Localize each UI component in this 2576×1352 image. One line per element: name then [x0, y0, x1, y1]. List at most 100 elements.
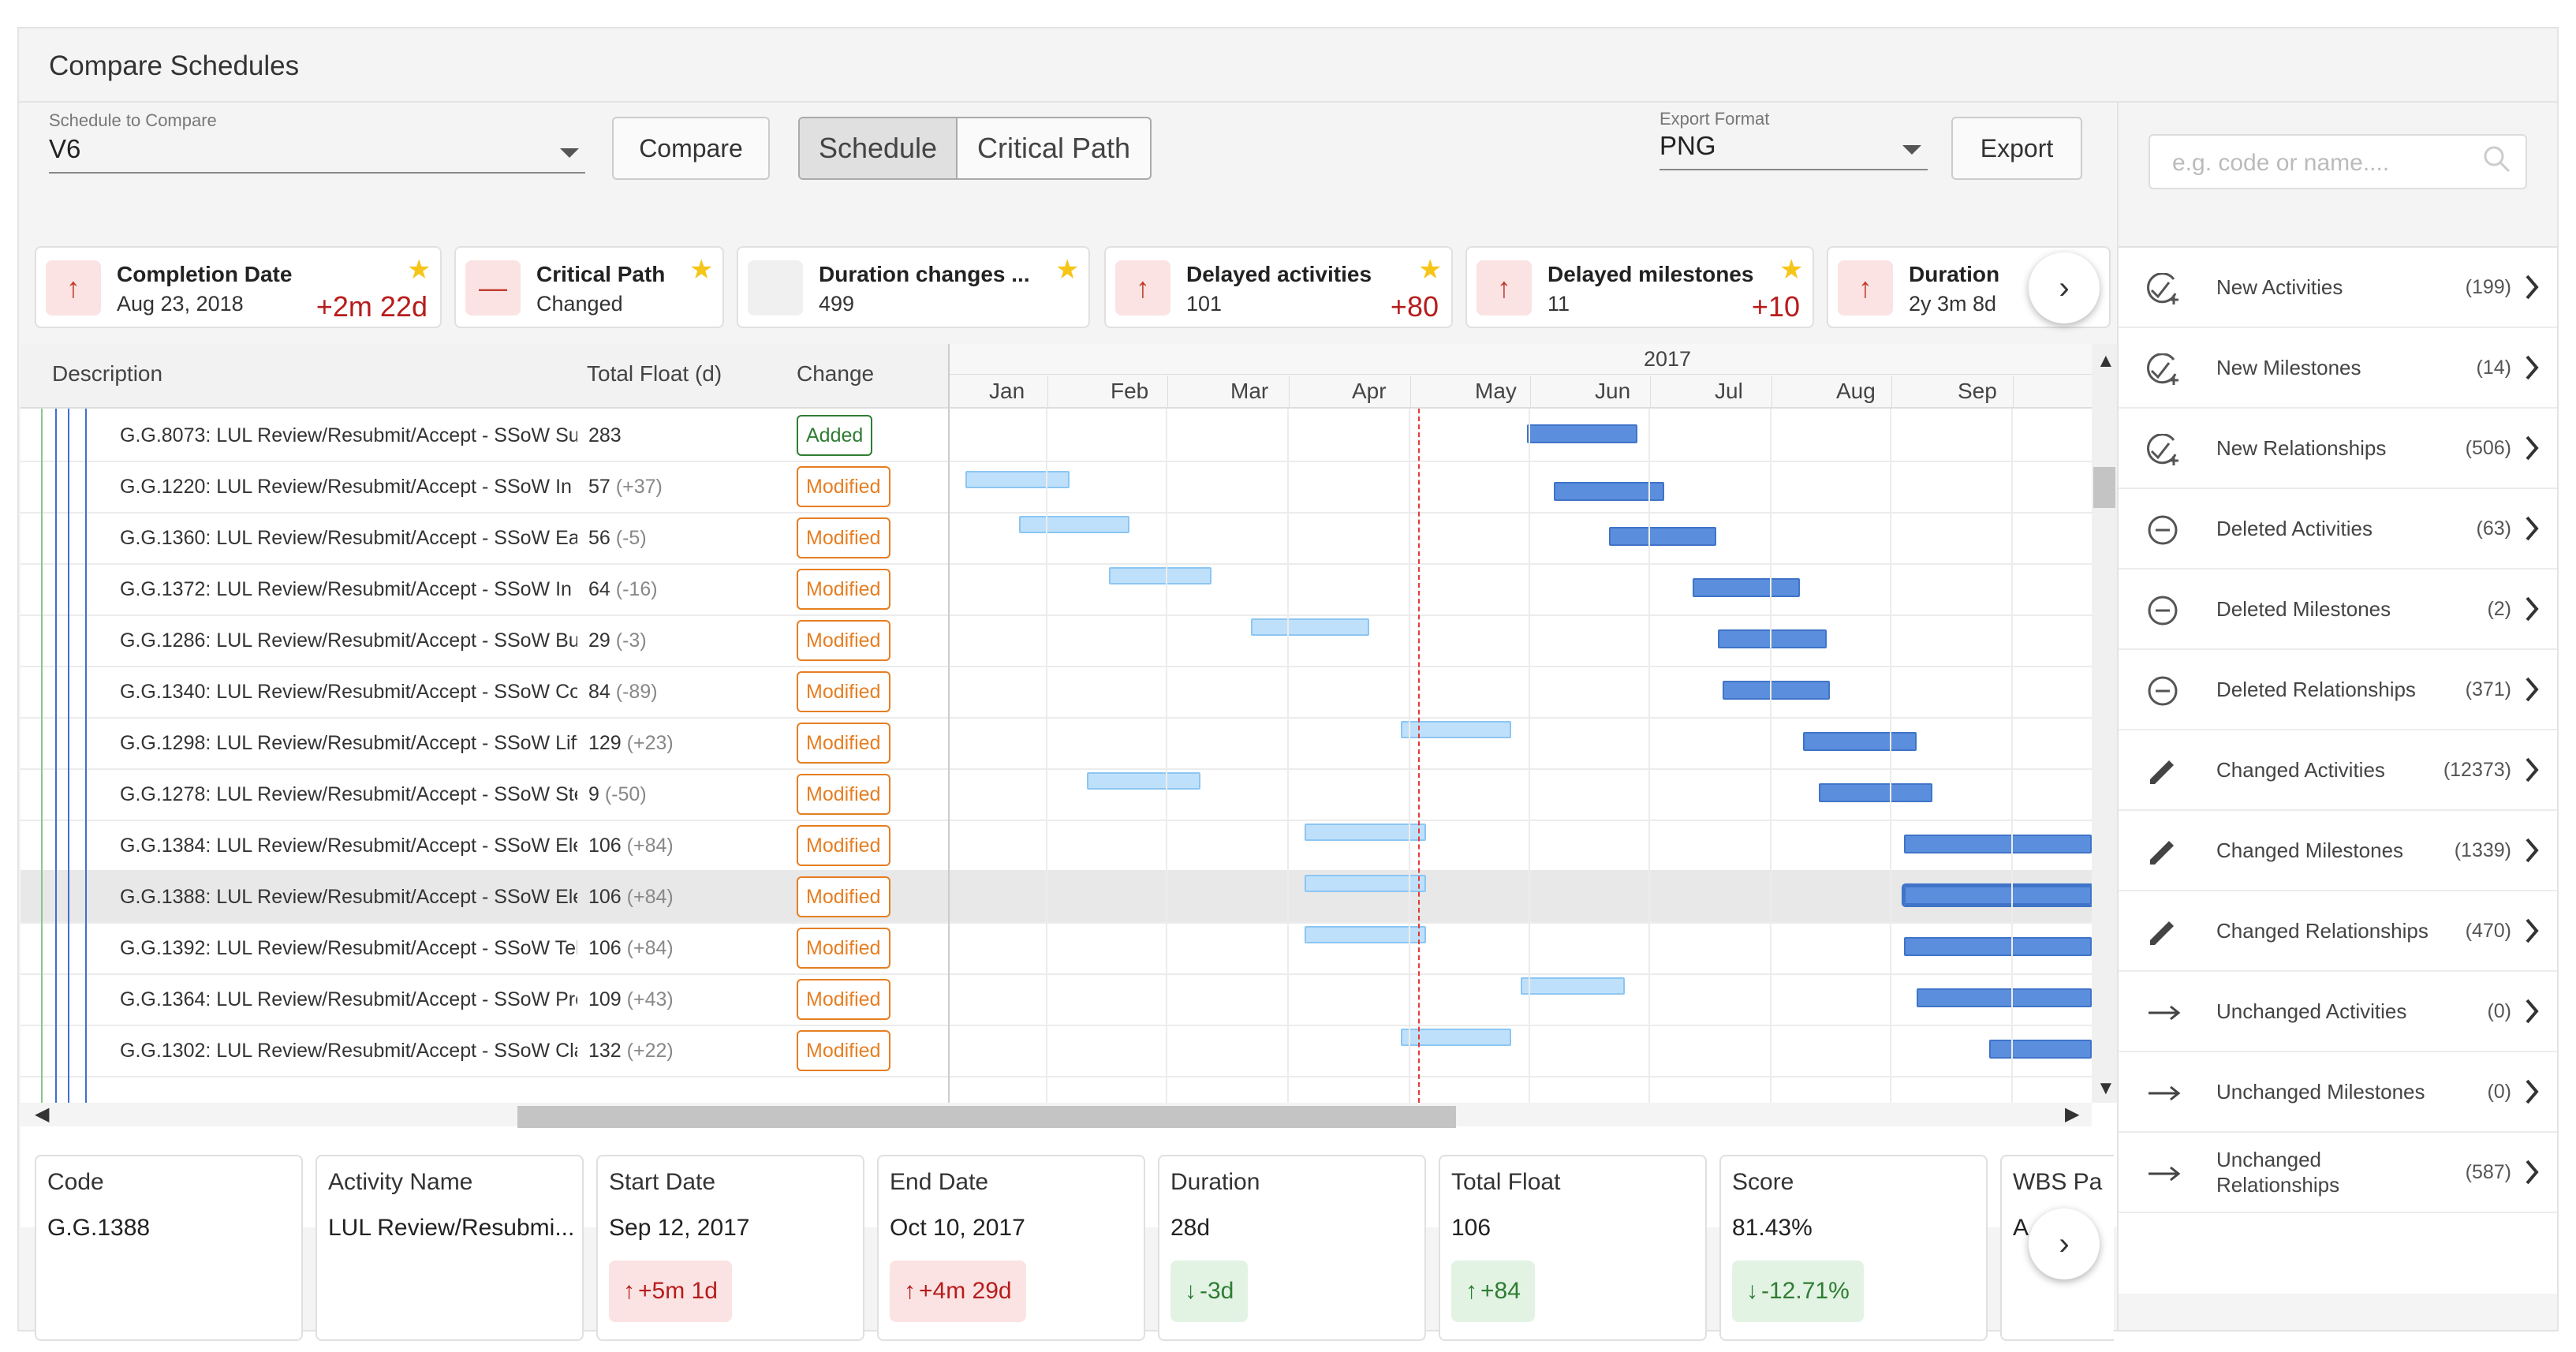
current-bar[interactable] — [1723, 681, 1830, 700]
baseline-bar[interactable] — [1521, 977, 1625, 995]
sidebar-item[interactable]: Deleted Activities (63) — [2119, 489, 2557, 570]
chevron-right-icon[interactable] — [2522, 1156, 2541, 1188]
sidebar-item[interactable]: New Relationships (506) — [2119, 409, 2557, 489]
sidebar-item[interactable]: New Milestones (14) — [2119, 328, 2557, 409]
chevron-right-icon[interactable] — [2522, 593, 2541, 625]
table-row[interactable]: G.G.1364: LUL Review/Resubmit/Accept - S… — [21, 973, 2092, 1026]
kpi-card[interactable]: ↑ Delayed milestones 11 ★ +10 — [1465, 246, 1814, 328]
sidebar-item[interactable]: Deleted Milestones (2) — [2119, 570, 2557, 650]
sidebar-item[interactable]: Changed Milestones (1339) — [2119, 811, 2557, 891]
table-row[interactable]: G.G.1360: LUL Review/Resubmit/Accept - S… — [21, 511, 2092, 565]
float-delta: (+43) — [626, 988, 674, 1010]
sidebar-item[interactable]: Changed Activities (12373) — [2119, 730, 2557, 811]
baseline-bar[interactable] — [1087, 772, 1200, 790]
sidebar-item[interactable]: Changed Relationships (470) — [2119, 891, 2557, 972]
chevron-right-icon[interactable] — [2522, 835, 2541, 866]
current-bar[interactable] — [1527, 424, 1637, 443]
table-row[interactable]: G.G.1302: LUL Review/Resubmit/Accept - S… — [21, 1024, 2092, 1077]
baseline-bar[interactable] — [965, 471, 1070, 488]
vertical-scrollbar[interactable]: ▲ ▼ — [2092, 344, 2117, 1103]
scroll-down-icon[interactable]: ▼ — [2096, 1077, 2115, 1099]
sidebar-item[interactable]: New Activities (199) — [2119, 248, 2557, 328]
search-input[interactable]: e.g. code or name.... — [2149, 134, 2527, 189]
star-icon[interactable]: ★ — [1055, 255, 1080, 285]
chevron-right-icon[interactable] — [2522, 352, 2541, 383]
gantt-month-divider — [1530, 375, 1531, 409]
current-bar[interactable] — [1554, 482, 1664, 501]
baseline-bar[interactable] — [1251, 618, 1369, 636]
vertical-scroll-thumb[interactable] — [2093, 467, 2115, 508]
kpi-card[interactable]: ↑ Delayed activities 101 ★ +80 — [1104, 246, 1453, 328]
kpi-card[interactable]: ↑ Completion Date Aug 23, 2018 ★ +2m 22d — [35, 246, 442, 328]
details-next-button[interactable]: › — [2029, 1208, 2100, 1279]
col-total-float[interactable]: Total Float (d) — [587, 361, 722, 386]
table-row[interactable]: G.G.1388: LUL Review/Resubmit/Accept - S… — [21, 870, 2092, 924]
current-bar[interactable] — [1803, 732, 1917, 751]
chevron-right-icon[interactable] — [2522, 754, 2541, 786]
table-row[interactable]: G.G.1220: LUL Review/Resubmit/Accept - S… — [21, 460, 2092, 514]
current-bar[interactable] — [1917, 988, 2092, 1007]
baseline-bar[interactable] — [1109, 567, 1211, 584]
star-icon[interactable]: ★ — [1779, 255, 1804, 285]
current-bar[interactable] — [1609, 527, 1716, 546]
scroll-left-icon[interactable]: ◀ — [35, 1104, 50, 1125]
current-bar[interactable] — [1693, 578, 1800, 597]
baseline-bar[interactable] — [1305, 926, 1426, 943]
chevron-right-icon[interactable] — [2522, 271, 2541, 303]
table-row[interactable]: G.G.1278: LUL Review/Resubmit/Accept - S… — [21, 768, 2092, 821]
horizontal-scroll-thumb[interactable] — [517, 1106, 1456, 1128]
current-bar[interactable] — [1718, 629, 1827, 648]
gantt-header: 2017 Jan Feb Mar Apr May Jun Jul Aug Sep — [948, 344, 2092, 409]
table-row[interactable]: G.G.1340: LUL Review/Resubmit/Accept - S… — [21, 665, 2092, 719]
star-icon[interactable]: ★ — [1418, 255, 1443, 285]
compare-button[interactable]: Compare — [612, 117, 770, 180]
kpi-title: Delayed activities — [1186, 262, 1372, 286]
chevron-right-icon[interactable] — [2522, 513, 2541, 544]
kpi-next-button[interactable]: › — [2029, 252, 2100, 323]
col-description[interactable]: Description — [52, 361, 163, 386]
export-format-select[interactable]: PNG — [1659, 131, 1928, 170]
current-bar[interactable] — [1904, 835, 2092, 853]
chevron-right-icon[interactable] — [2522, 674, 2541, 705]
schedule-select[interactable]: V6 — [49, 134, 585, 174]
kpi-card[interactable]: Duration changes ... 499 ★ — [737, 246, 1090, 328]
current-bar[interactable] — [1904, 937, 2092, 956]
kpi-card[interactable]: — Critical Path Changed ★ — [454, 246, 724, 328]
sidebar-item[interactable]: Unchanged Activities (0) — [2119, 972, 2557, 1052]
search-icon[interactable] — [2483, 145, 2511, 174]
current-bar[interactable] — [1902, 883, 2092, 907]
table-row[interactable]: G.G.1286: LUL Review/Resubmit/Accept - S… — [21, 614, 2092, 667]
col-change[interactable]: Change — [797, 361, 875, 386]
sidebar-item[interactable]: Deleted Relationships (371) — [2119, 650, 2557, 730]
scroll-right-icon[interactable]: ▶ — [2065, 1104, 2080, 1125]
chevron-right-icon[interactable] — [2522, 1076, 2541, 1107]
sidebar-item[interactable]: Unchanged Relationships (587) — [2119, 1133, 2557, 1213]
sidebar-item[interactable]: Unchanged Milestones (0) — [2119, 1052, 2557, 1133]
table-row[interactable]: G.G.1384: LUL Review/Resubmit/Accept - S… — [21, 819, 2092, 872]
current-bar[interactable] — [1819, 783, 1932, 802]
row-total-float: 9 (-50) — [588, 783, 647, 806]
change-badge: Modified — [797, 979, 890, 1020]
chevron-right-icon[interactable] — [2522, 995, 2541, 1027]
toggle-critical-path[interactable]: Critical Path — [976, 132, 1131, 164]
baseline-bar[interactable] — [1305, 875, 1426, 892]
table-row[interactable]: G.G.1392: LUL Review/Resubmit/Accept - S… — [21, 921, 2092, 975]
chevron-right-icon[interactable] — [2522, 915, 2541, 947]
toggle-schedule[interactable]: Schedule — [800, 118, 958, 178]
row-total-float: 106 (+84) — [588, 835, 674, 857]
scroll-up-icon[interactable]: ▲ — [2096, 350, 2115, 372]
chevron-right-icon[interactable] — [2522, 432, 2541, 464]
current-bar[interactable] — [1989, 1040, 2092, 1059]
export-button[interactable]: Export — [1951, 117, 2082, 180]
baseline-bar[interactable] — [1401, 1029, 1511, 1046]
baseline-bar[interactable] — [1019, 516, 1129, 533]
table-row[interactable]: G.G.1298: LUL Review/Resubmit/Accept - S… — [21, 716, 2092, 770]
baseline-bar[interactable] — [1305, 824, 1426, 841]
star-icon[interactable]: ★ — [689, 255, 714, 285]
detail-card: Total Float 106 ↑ +84 — [1439, 1155, 1707, 1341]
baseline-bar[interactable] — [1401, 721, 1511, 738]
table-row[interactable]: G.G.1372: LUL Review/Resubmit/Accept - S… — [21, 562, 2092, 616]
star-icon[interactable]: ★ — [407, 255, 431, 285]
table-row[interactable]: G.G.8073: LUL Review/Resubmit/Accept - S… — [21, 409, 2092, 462]
grid-header: Description Total Float (d) Change — [21, 344, 948, 409]
